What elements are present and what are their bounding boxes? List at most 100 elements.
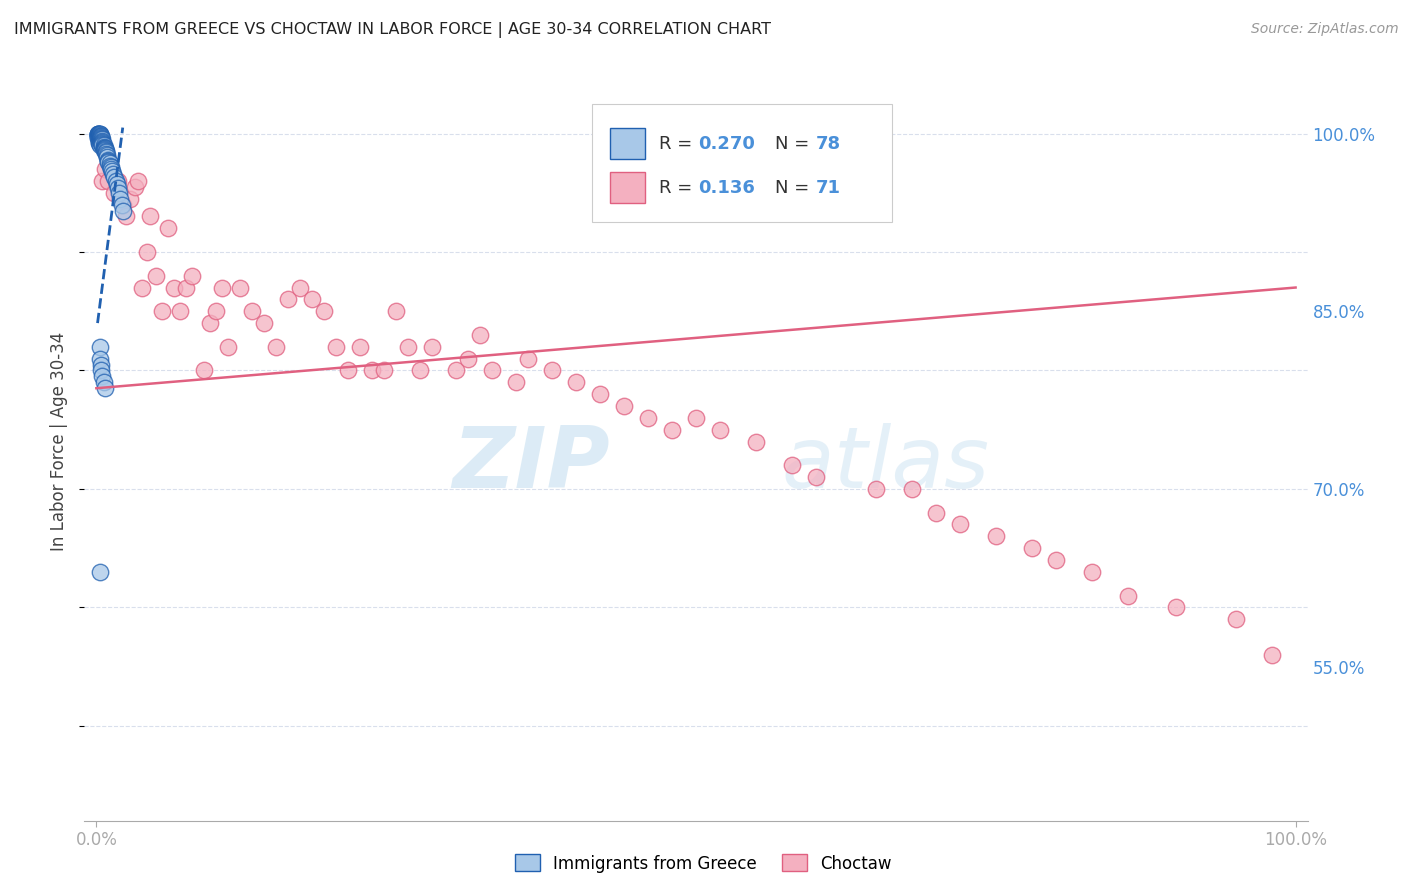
Point — [96, 148, 118, 162]
Point — [86, 127, 108, 141]
Point — [541, 363, 564, 377]
Point — [90, 363, 112, 377]
Point — [90, 132, 112, 146]
Point — [457, 351, 479, 366]
Point — [87, 136, 110, 150]
Point — [93, 142, 117, 156]
Point — [804, 470, 827, 484]
Point — [90, 134, 112, 148]
Point — [1080, 565, 1102, 579]
Point — [89, 131, 111, 145]
Point — [93, 142, 115, 156]
Point — [468, 327, 491, 342]
Point — [93, 139, 115, 153]
Point — [229, 280, 252, 294]
Point — [145, 268, 167, 283]
Point — [90, 128, 112, 143]
Point — [91, 137, 114, 152]
Point — [86, 128, 108, 142]
Point — [87, 127, 110, 141]
Point — [93, 141, 115, 155]
Point — [98, 156, 121, 170]
Point — [86, 127, 108, 141]
Point — [685, 410, 707, 425]
Point — [1225, 612, 1247, 626]
Text: N =: N = — [776, 135, 815, 153]
Point — [169, 304, 191, 318]
Point — [105, 178, 128, 192]
Point — [157, 221, 180, 235]
Point — [87, 128, 110, 143]
Point — [90, 358, 112, 372]
Point — [89, 132, 111, 146]
Point — [118, 192, 141, 206]
Point — [96, 150, 118, 164]
Point — [325, 340, 347, 354]
Point — [93, 376, 115, 390]
Text: 0.136: 0.136 — [699, 178, 755, 196]
Text: 71: 71 — [815, 178, 841, 196]
Point — [89, 351, 111, 366]
Point — [107, 181, 129, 195]
Point — [93, 143, 117, 157]
Point — [89, 135, 111, 149]
Text: N =: N = — [776, 178, 815, 196]
Point — [139, 210, 162, 224]
Point — [90, 130, 112, 145]
Point — [565, 376, 588, 390]
Point — [103, 170, 125, 185]
Point — [505, 376, 527, 390]
Point — [1021, 541, 1043, 556]
Point — [314, 304, 336, 318]
Point — [110, 197, 132, 211]
Point — [290, 280, 312, 294]
Point — [86, 131, 108, 145]
Point — [101, 167, 124, 181]
Bar — [610, 172, 644, 202]
Point — [481, 363, 503, 377]
Point — [349, 340, 371, 354]
Point — [100, 162, 122, 177]
Point — [90, 135, 112, 149]
Point — [385, 304, 408, 318]
Point — [409, 363, 432, 377]
Point — [104, 174, 127, 188]
Point — [589, 387, 612, 401]
Point — [86, 130, 108, 145]
Point — [89, 127, 111, 141]
Point — [949, 517, 972, 532]
Point — [420, 340, 443, 354]
Point — [91, 138, 114, 153]
Point — [86, 127, 108, 141]
Point — [86, 128, 108, 143]
Point — [103, 186, 125, 200]
Point — [89, 128, 111, 143]
Point — [444, 363, 467, 377]
Point — [361, 363, 384, 377]
Point — [150, 304, 173, 318]
Point — [93, 143, 115, 157]
Point — [91, 136, 114, 150]
Point — [93, 381, 117, 395]
Point — [89, 137, 111, 152]
Point — [200, 316, 222, 330]
Point — [780, 458, 803, 473]
Point — [108, 186, 131, 200]
Point — [217, 340, 239, 354]
Point — [86, 127, 108, 141]
Point — [97, 155, 120, 169]
Point — [93, 138, 115, 153]
Point — [87, 130, 110, 145]
Y-axis label: In Labor Force | Age 30-34: In Labor Force | Age 30-34 — [51, 332, 69, 551]
Point — [89, 138, 111, 153]
Point — [901, 482, 924, 496]
Point — [87, 132, 110, 146]
Point — [337, 363, 360, 377]
Point — [89, 565, 111, 579]
Point — [91, 174, 114, 188]
Point — [93, 162, 117, 177]
Point — [517, 351, 540, 366]
Point — [100, 160, 122, 174]
Point — [107, 174, 129, 188]
Point — [90, 136, 112, 150]
